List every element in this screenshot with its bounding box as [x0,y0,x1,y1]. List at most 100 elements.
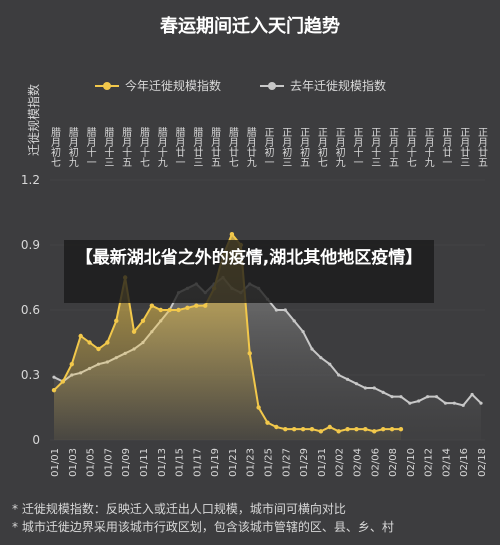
x-tick-label: 01/17 [192,448,203,477]
lunar-label: 正月十九 [422,127,434,167]
point [131,329,137,334]
point [292,319,296,323]
point [390,395,394,399]
point [363,426,368,432]
point [327,424,332,430]
point [140,318,146,324]
point [354,382,359,386]
y-tick-label: 0.9 [21,238,40,252]
lunar-label: 正月廿一 [440,127,452,167]
legend-label: 今年迁徙规模指数 [125,78,221,93]
x-tick-label: 01/15 [175,448,186,477]
point [381,390,385,394]
point [149,303,155,308]
point [354,426,359,432]
x-tick-label: 02/08 [388,448,399,477]
point [291,426,297,432]
lunar-label: 腊月十九 [155,127,167,167]
chart-title: 春运期间迁入天门趋势 [160,15,340,37]
lunar-label: 正月初五 [298,127,310,167]
lunar-label: 腊月十五 [120,127,132,167]
point [274,424,279,430]
point [274,308,278,312]
legend-label: 去年迁徙规模指数 [290,78,386,93]
point [479,401,483,405]
x-tick-label: 02/06 [370,448,381,477]
point [283,426,288,432]
x-tick-label: 01/21 [228,448,239,477]
point [114,318,119,324]
x-tick-label: 01/07 [103,448,114,477]
y-tick-label: 1.2 [21,173,40,187]
point [372,386,376,390]
lunar-label: 腊月廿九 [244,127,256,167]
point [105,340,110,345]
point [443,401,448,405]
x-tick-label: 02/16 [459,448,470,477]
lunar-label: 正月初三 [280,127,292,167]
x-tick-label: 02/10 [406,448,417,477]
point [283,308,287,312]
point [167,307,172,313]
lunar-label: 正月十七 [404,127,416,167]
x-tick-label: 02/12 [424,448,435,477]
point [319,356,323,360]
y-tick-label: 0.6 [21,303,40,317]
lunar-label: 腊月廿三 [191,127,203,167]
lunar-label: 腊月初七 [49,127,61,167]
point [158,307,163,313]
lunar-label: 腊月十七 [137,127,149,167]
x-tick-label: 02/18 [477,448,488,477]
lunar-label: 腊月初九 [66,127,78,167]
x-tick-label: 01/27 [281,448,292,477]
point [176,307,181,313]
point [452,401,456,405]
lunar-label: 正月廿五 [476,127,488,167]
lunar-label: 正月初七 [315,127,327,167]
x-tick-label: 01/09 [121,448,132,477]
point [69,361,74,367]
point [247,351,252,356]
point [301,330,305,334]
lunar-label: 正月十三 [369,127,381,167]
point [337,373,341,377]
overlay-title: 【最新湖北省之外的疫情,湖北其他地区疫情】 [64,240,434,303]
point [389,426,395,432]
point [363,386,367,390]
y-axis-label: 迁徙规模指数 [26,84,41,156]
point [96,346,101,352]
point [345,377,350,381]
lunar-label: 腊月十三 [102,127,114,167]
point [328,362,332,366]
x-tick-label: 02/02 [335,448,346,477]
point [309,426,315,432]
legend-marker [268,82,276,90]
point [426,395,430,399]
area [54,234,401,440]
point [345,426,350,432]
footnote: * 城市迁徙边界采用该城市行政区划，包含该城市管辖的区、县、乡、村 [12,519,394,534]
lunar-label: 正月初一 [262,127,274,167]
x-tick-label: 01/23 [246,448,257,477]
point [310,347,314,351]
point [265,420,270,425]
point [51,387,57,393]
point [52,375,56,379]
lunar-label: 正月十一 [351,127,363,167]
point [380,426,386,432]
point [229,231,235,237]
lunar-label: 腊月廿一 [173,127,185,167]
point [60,379,66,384]
x-tick-label: 01/19 [210,448,221,477]
point [78,333,83,339]
point [256,405,261,410]
x-tick-label: 01/29 [299,448,310,477]
x-tick-label: 02/14 [441,448,452,477]
point [408,401,412,405]
x-tick-label: 01/13 [157,448,168,477]
lunar-label: 腊月十一 [84,127,96,167]
y-tick-label: 0 [32,433,40,447]
x-tick-label: 01/05 [86,448,97,477]
x-tick-label: 01/11 [139,448,150,477]
